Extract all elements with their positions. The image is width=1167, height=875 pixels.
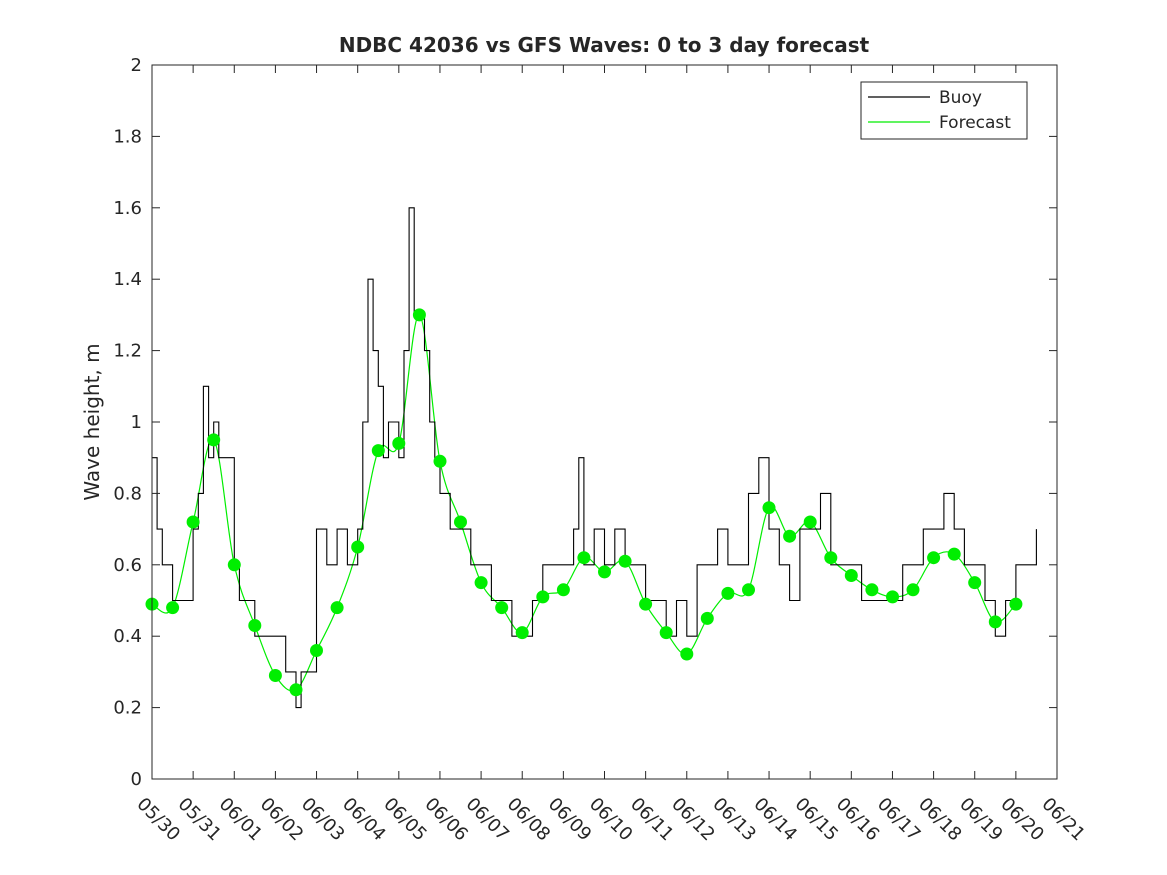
forecast-point bbox=[865, 583, 879, 597]
forecast-point bbox=[968, 576, 982, 590]
forecast-point bbox=[166, 601, 180, 615]
y-tick-label: 2 bbox=[131, 55, 142, 76]
y-tick-label: 1 bbox=[131, 412, 142, 433]
legend-forecast-label: Forecast bbox=[939, 113, 1011, 133]
legend-buoy-label: Buoy bbox=[939, 88, 982, 108]
forecast-point bbox=[310, 644, 323, 657]
forecast-point bbox=[433, 454, 447, 468]
forecast-point bbox=[371, 444, 385, 458]
legend-box bbox=[860, 81, 1028, 140]
forecast-point bbox=[680, 647, 694, 661]
y-tick-label: 0 bbox=[131, 769, 142, 790]
forecast-point bbox=[762, 501, 776, 515]
forecast-point bbox=[207, 433, 221, 447]
forecast-point bbox=[495, 601, 509, 615]
forecast-point bbox=[886, 590, 899, 604]
y-axis-label: Wave height, m bbox=[80, 343, 104, 500]
forecast-point bbox=[577, 551, 591, 565]
forecast-point bbox=[742, 583, 755, 597]
forecast-point bbox=[639, 597, 653, 611]
y-tick-label: 1.8 bbox=[113, 126, 142, 147]
legend: Buoy Forecast bbox=[860, 81, 1028, 140]
forecast-point bbox=[659, 626, 673, 640]
forecast-point bbox=[412, 308, 426, 322]
y-tick-label: 0.6 bbox=[113, 555, 142, 576]
forecast-point bbox=[268, 669, 282, 682]
buoy-line bbox=[152, 207, 1037, 709]
forecast-point bbox=[454, 515, 467, 529]
plot-area bbox=[152, 65, 1057, 779]
forecast-point bbox=[598, 565, 611, 579]
forecast-point bbox=[536, 590, 550, 604]
forecast-point bbox=[947, 547, 961, 561]
y-axis-ticks: 0 0.2 0.4 0.6 0.8 1 1.2 1.4 1.6 1.8 2 bbox=[113, 55, 1057, 790]
forecast-point bbox=[1009, 597, 1023, 611]
forecast-point bbox=[392, 436, 406, 450]
y-tick-label: 0.2 bbox=[113, 698, 142, 719]
forecast-point bbox=[824, 551, 838, 565]
forecast-point bbox=[474, 576, 488, 590]
forecast-point bbox=[330, 601, 344, 615]
forecast-point bbox=[556, 583, 570, 597]
forecast-point bbox=[227, 558, 241, 572]
forecast-point bbox=[289, 683, 303, 697]
chart-title: NDBC 42036 vs GFS Waves: 0 to 3 day fore… bbox=[339, 33, 870, 57]
y-tick-label: 1.4 bbox=[113, 269, 142, 290]
y-tick-label: 0.4 bbox=[113, 626, 142, 647]
forecast-point bbox=[988, 615, 1002, 629]
forecast-point bbox=[783, 529, 797, 543]
forecast-point bbox=[844, 569, 858, 582]
forecast-point bbox=[721, 586, 735, 600]
y-tick-label: 1.6 bbox=[113, 198, 142, 219]
forecast-point bbox=[515, 626, 529, 640]
forecast-point bbox=[700, 611, 714, 625]
forecast-point bbox=[351, 540, 365, 554]
forecast-point bbox=[186, 515, 200, 529]
y-tick-label: 0.8 bbox=[113, 483, 142, 504]
y-tick-label: 1.2 bbox=[113, 341, 142, 362]
forecast-point bbox=[927, 551, 941, 565]
forecast-point bbox=[248, 619, 262, 632]
forecast-point bbox=[906, 583, 920, 597]
buoy-series bbox=[152, 207, 1037, 709]
forecast-points bbox=[145, 308, 1023, 697]
forecast-point bbox=[803, 515, 817, 529]
forecast-point bbox=[618, 554, 632, 568]
